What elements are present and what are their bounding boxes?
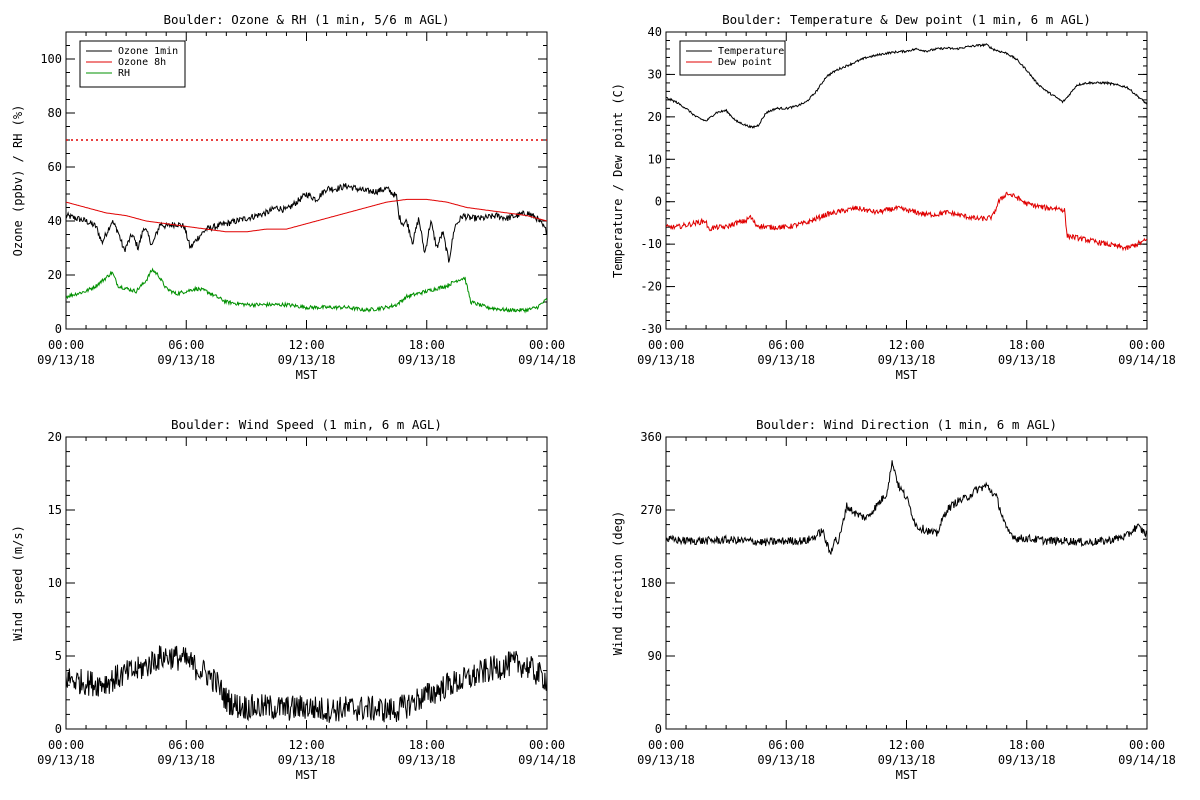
- x-tick-time: 06:00: [768, 738, 804, 752]
- x-tick-time: 00:00: [648, 338, 684, 352]
- legend-box: [79, 40, 186, 88]
- chart-panel-1: Boulder: Ozone & RH (1 min, 5/6 m AGL) 0 2…: [11, 12, 576, 382]
- x-axis-label: MST: [896, 768, 918, 782]
- chart-title: Boulder: Wind Speed (1 min, 6 m AGL): [171, 417, 442, 432]
- y-axis-label: Wind direction (deg): [611, 511, 625, 656]
- series-line-1: [66, 645, 547, 723]
- x-tick-date: 09/14/18: [1118, 753, 1176, 767]
- legend-label: Ozone 8h: [118, 57, 166, 68]
- x-tick-time: 00:00: [529, 338, 565, 352]
- y-tick-label: 100: [40, 52, 62, 66]
- x-tick-time: 00:00: [48, 738, 84, 752]
- x-tick-date: 09/13/18: [398, 353, 456, 367]
- y-tick-label: 80: [48, 106, 62, 120]
- x-tick-time: 12:00: [888, 738, 924, 752]
- chart-title: Boulder: Ozone & RH (1 min, 5/6 m AGL): [164, 12, 450, 27]
- x-tick-date: 09/13/18: [637, 353, 695, 367]
- x-tick-date: 09/13/18: [157, 353, 215, 367]
- legend-box: [679, 40, 786, 76]
- chart-title: Boulder: Wind Direction (1 min, 6 m AGL): [756, 417, 1057, 432]
- x-tick-date: 09/14/18: [1118, 353, 1176, 367]
- x-tick-time: 00:00: [48, 338, 84, 352]
- y-tick-label: 5: [55, 649, 62, 663]
- y-tick-label: 270: [640, 503, 662, 517]
- y-tick-label: 40: [48, 214, 62, 228]
- x-tick-time: 06:00: [168, 338, 204, 352]
- series-line-2: [666, 191, 1147, 252]
- x-tick-time: 18:00: [409, 338, 445, 352]
- x-tick-date: 09/14/18: [518, 353, 576, 367]
- y-tick-label: 40: [648, 25, 662, 39]
- x-tick-time: 00:00: [1129, 738, 1165, 752]
- series-line-1: [666, 460, 1147, 555]
- y-tick-label: 15: [48, 503, 62, 517]
- y-tick-label: 0: [655, 722, 662, 736]
- x-tick-date: 09/13/18: [278, 753, 336, 767]
- y-tick-label: 0: [55, 722, 62, 736]
- x-tick-date: 09/13/18: [278, 353, 336, 367]
- y-tick-label: -10: [640, 237, 662, 251]
- series-line-3: [66, 267, 547, 314]
- x-tick-date: 09/13/18: [878, 753, 936, 767]
- x-tick-date: 09/13/18: [998, 753, 1056, 767]
- plot-frame: [665, 436, 1148, 730]
- x-tick-time: 06:00: [168, 738, 204, 752]
- y-tick-label: 90: [648, 649, 662, 663]
- y-tick-label: 20: [648, 110, 662, 124]
- y-tick-label: 180: [640, 576, 662, 590]
- legend-label: Dew point: [718, 57, 772, 68]
- series-line-1: [666, 43, 1147, 129]
- y-axis-label: Wind speed (m/s): [11, 525, 25, 641]
- x-tick-time: 06:00: [768, 338, 804, 352]
- chart-panel-2: Boulder: Temperature & Dew point (1 min,…: [611, 12, 1176, 382]
- legend-label: Temperature: [718, 46, 784, 57]
- x-tick-date: 09/13/18: [37, 353, 95, 367]
- x-tick-date: 09/13/18: [878, 353, 936, 367]
- y-tick-label: 360: [640, 430, 662, 444]
- x-tick-time: 12:00: [288, 738, 324, 752]
- y-axis-label: Temperature / Dew point (C): [611, 83, 625, 278]
- y-tick-label: 10: [648, 152, 662, 166]
- plot-frame: [665, 31, 1148, 330]
- x-axis-label: MST: [296, 768, 318, 782]
- x-tick-time: 00:00: [648, 738, 684, 752]
- y-tick-label: 0: [655, 195, 662, 209]
- x-tick-time: 18:00: [1009, 738, 1045, 752]
- legend-label: RH: [118, 68, 130, 79]
- x-axis-label: MST: [896, 368, 918, 382]
- x-tick-date: 09/14/18: [518, 753, 576, 767]
- x-tick-time: 18:00: [1009, 338, 1045, 352]
- y-tick-label: 20: [48, 430, 62, 444]
- x-tick-date: 09/13/18: [998, 353, 1056, 367]
- chart-title: Boulder: Temperature & Dew point (1 min,…: [722, 12, 1091, 27]
- legend-label: Ozone 1min: [118, 46, 178, 57]
- y-tick-label: 20: [48, 268, 62, 282]
- x-tick-time: 18:00: [409, 738, 445, 752]
- y-tick-label: 30: [648, 67, 662, 81]
- series-line-2: [66, 198, 547, 233]
- y-axis-label: Ozone (ppbv) / RH (%): [11, 105, 25, 257]
- y-tick-label: 10: [48, 576, 62, 590]
- x-tick-date: 09/13/18: [757, 753, 815, 767]
- chart-panel-4: Boulder: Wind Direction (1 min, 6 m AGL)…: [611, 417, 1176, 782]
- x-tick-time: 00:00: [529, 738, 565, 752]
- y-tick-label: 0: [55, 322, 62, 336]
- x-tick-date: 09/13/18: [398, 753, 456, 767]
- x-tick-time: 12:00: [288, 338, 324, 352]
- series-line-1: [66, 182, 547, 263]
- x-axis-label: MST: [296, 368, 318, 382]
- chart-panel-3: Boulder: Wind Speed (1 min, 6 m AGL) 0 5 10…: [11, 417, 576, 782]
- y-tick-label: -30: [640, 322, 662, 336]
- y-tick-label: -20: [640, 280, 662, 294]
- x-tick-date: 09/13/18: [757, 353, 815, 367]
- x-tick-date: 09/13/18: [157, 753, 215, 767]
- x-tick-date: 09/13/18: [37, 753, 95, 767]
- y-tick-label: 60: [48, 160, 62, 174]
- x-tick-date: 09/13/18: [637, 753, 695, 767]
- x-tick-time: 12:00: [888, 338, 924, 352]
- x-tick-time: 00:00: [1129, 338, 1165, 352]
